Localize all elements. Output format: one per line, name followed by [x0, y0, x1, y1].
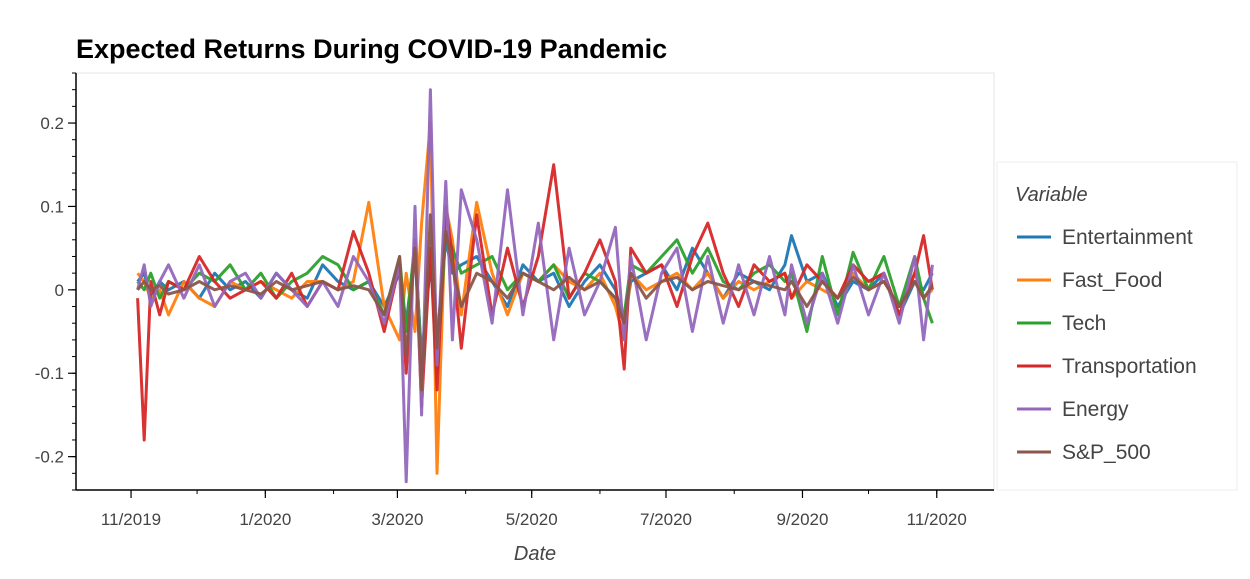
- series-layer: [136, 88, 934, 484]
- legend-box: [996, 161, 1238, 491]
- x-tick-label: 1/2020: [239, 510, 291, 529]
- x-tick-label: 3/2020: [371, 510, 423, 529]
- y-tick-label: 0.2: [40, 114, 64, 133]
- series-line-energy: [136, 88, 934, 484]
- legend-label-transportation: Transportation: [1062, 355, 1197, 378]
- legend-label-tech: Tech: [1062, 312, 1106, 335]
- legend-title: Variable: [1015, 184, 1088, 206]
- y-tick-label: -0.2: [35, 448, 64, 467]
- legend-label-energy: Energy: [1062, 398, 1129, 421]
- legend-label-fast-food: Fast_Food: [1062, 269, 1162, 292]
- x-axis-label: Date: [514, 543, 556, 565]
- x-tick-label: 9/2020: [776, 510, 828, 529]
- y-tick-label: 0: [55, 281, 64, 300]
- y-tick-label: -0.1: [35, 364, 64, 383]
- x-tick-label: 5/2020: [506, 510, 558, 529]
- legend-label-s-p-500: S&P_500: [1062, 441, 1151, 464]
- x-axis-ticks: 11/2019 1/2020 3/2020 5/2020 7/2020 9/2020 11/…: [101, 490, 967, 529]
- legend-label-entertainment: Entertainment: [1062, 226, 1193, 249]
- series-line-transportation: [136, 163, 934, 442]
- x-tick-label: 7/2020: [640, 510, 692, 529]
- chart-title: Expected Returns During COVID-19 Pandemi…: [76, 34, 667, 64]
- series-line-s-p-500: [136, 213, 934, 392]
- y-tick-label: 0.1: [40, 197, 64, 216]
- x-tick-label: 11/2020: [907, 510, 967, 529]
- legend: Entertainment Fast_Food Tech Transportation…: [1017, 226, 1197, 464]
- x-tick-label: 11/2019: [101, 510, 161, 529]
- y-axis-ticks: 0.2 0.1 0 -0.1 -0.2: [35, 72, 76, 491]
